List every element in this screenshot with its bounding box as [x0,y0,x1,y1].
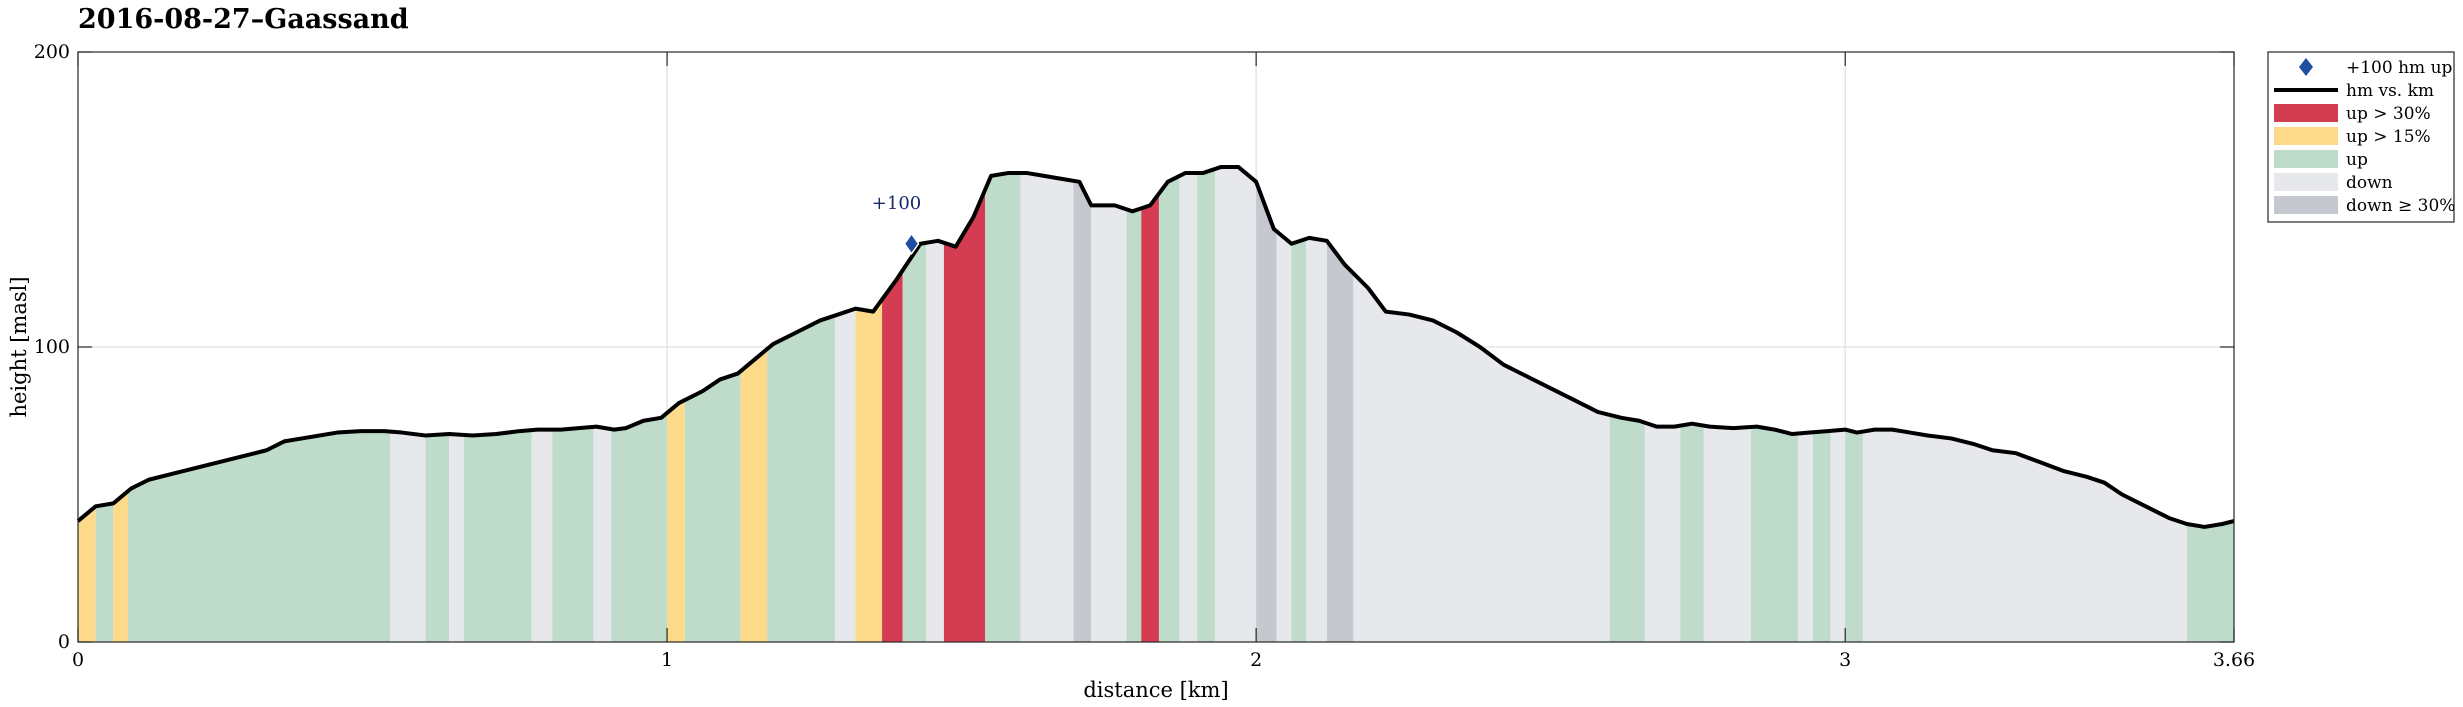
diamond-marker-icon [903,232,920,256]
segment-up [767,315,835,642]
segment-down [1644,422,1681,642]
segment-down [531,429,553,642]
segment-down [1306,237,1327,642]
axis-ticks: 0 1 2 3 3.66 0 100 200 [34,41,2255,671]
segment-up30 [882,270,903,642]
segment-up [985,172,1021,642]
x-tick-label: 3.66 [2213,649,2255,671]
segment-up [128,431,391,642]
segment-up15 [113,491,129,642]
segment-up [1812,430,1831,642]
gradient-segments [78,167,2234,643]
segment-up [1609,414,1645,642]
segment-down [1020,172,1074,642]
segment-up15 [667,400,685,642]
segment-up [463,430,532,642]
segment-down [1179,172,1198,642]
legend-label: down ≥ 30% [2346,196,2455,216]
segment-up [1197,169,1215,642]
legend-label: down [2346,173,2393,193]
y-axis-label: height [masl] [7,276,31,417]
legend-label: up > 30% [2346,104,2431,124]
markers: +100 [872,193,921,256]
legend-label: up [2346,150,2368,170]
x-tick-label: 3 [1839,649,1851,671]
legend-label: up > 15% [2346,127,2431,147]
segment-up15 [740,348,768,642]
segment-down [1214,167,1257,643]
segment-down30 [1326,240,1354,643]
segment-up15 [78,506,96,642]
x-tick-label: 2 [1250,649,1262,671]
segment-up [552,426,594,642]
segment-up [425,434,450,642]
segment-up [611,412,668,642]
segment-up [902,242,927,642]
plot-area: +100 0 1 2 3 3.66 0 100 200 [34,41,2255,671]
segment-up [1750,426,1799,642]
profile-line [76,165,2235,529]
legend: +100 hm up hm vs. km up > 30% up > 15% up dow… [2267,51,2455,223]
legend-swatch-up15 [2274,127,2338,145]
segment-down [1276,231,1292,643]
legend-swatch-down [2274,173,2338,191]
marker-label: +100 [872,193,921,214]
x-tick-label: 1 [661,649,673,671]
legend-swatch-up [2274,150,2338,168]
segment-up [684,371,741,642]
segment-down [390,431,426,642]
y-tick-label: 100 [34,336,70,358]
legend-swatch-down30 [2274,196,2338,214]
x-tick-label: 0 [72,649,84,671]
segment-down [449,434,464,642]
segment-up [1158,175,1180,642]
segment-down [1091,205,1127,642]
legend-diamond-icon [2299,58,2313,76]
legend-swatch-up30 [2274,104,2338,122]
legend-label: hm vs. km [2346,81,2434,101]
x-axis-label: distance [km] [1083,678,1228,702]
segment-down [1703,425,1751,642]
segment-up [1845,429,1863,642]
segment-up [1291,238,1307,643]
chart-title: 2016-08-27–Gaassand [78,4,409,35]
segment-up15 [855,299,883,642]
segment-down [1830,429,1846,642]
segment-up [1680,423,1704,642]
y-tick-label: 200 [34,41,70,63]
segment-down [1798,432,1813,642]
y-tick-label: 0 [58,631,70,653]
segment-up [1126,208,1142,642]
legend-label: +100 hm up [2346,58,2453,78]
segment-up [95,503,114,642]
segment-down [926,240,944,643]
segment-down [1862,429,2187,642]
segment-up [2186,521,2234,642]
segment-up30 [943,189,986,642]
segment-down [834,308,856,642]
segment-down30 [1073,180,1092,643]
segment-down30 [1256,181,1277,643]
segment-down [593,426,612,642]
segment-down [1353,273,1610,642]
segment-up30 [1141,193,1159,642]
